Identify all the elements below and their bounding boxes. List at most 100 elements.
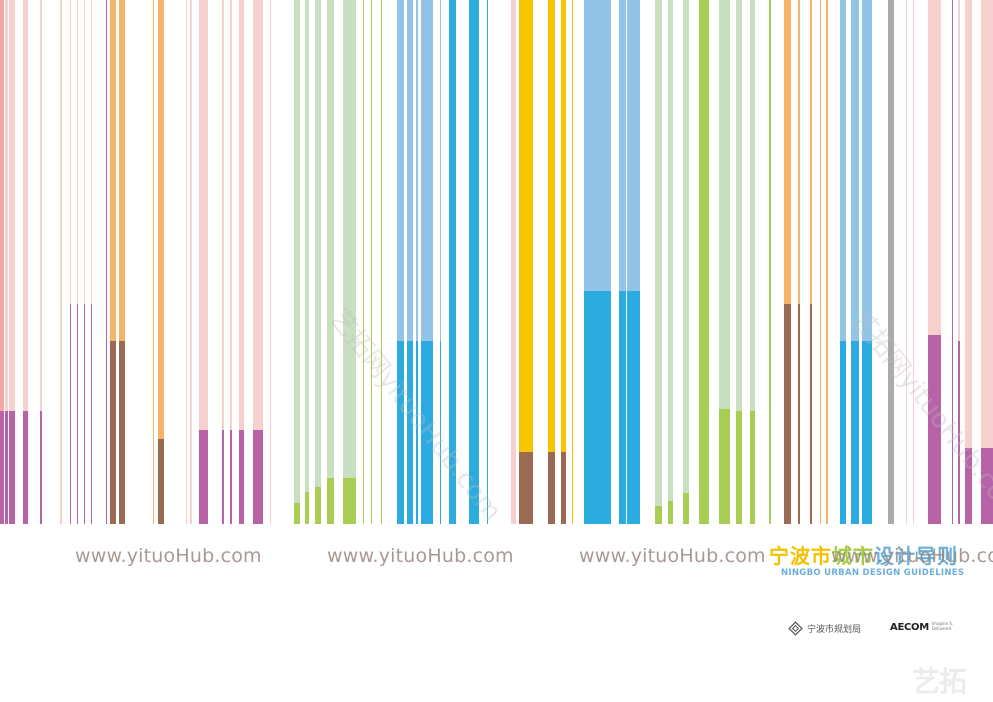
stripe-segment (826, 0, 828, 524)
bureau-name: 宁波市规划局 (807, 625, 862, 635)
stripe-segment (199, 0, 208, 430)
stripe-segment (469, 0, 479, 524)
stripe-segment (270, 0, 271, 524)
stripe-segment (561, 0, 566, 452)
stripe-segment (315, 487, 321, 524)
stripe-segment (965, 0, 972, 448)
stripe-segment (784, 0, 791, 304)
stripe-segment (294, 503, 300, 524)
stripe-segment (965, 448, 972, 524)
title-char: 波 (790, 544, 811, 568)
stripe-segment (158, 439, 164, 524)
title-char: 市 (811, 544, 832, 568)
stripe-segment (888, 0, 894, 524)
stripe-segment (253, 0, 263, 430)
stripe-segment (928, 335, 941, 524)
stripe-segment (981, 448, 993, 524)
stripe-segment (851, 0, 859, 341)
title-char: 宁 (769, 544, 790, 568)
stripe-segment (119, 0, 125, 341)
stripe-segment (699, 0, 709, 524)
stripe-segment (519, 452, 533, 524)
stripe-segment (23, 411, 28, 524)
stripe-segment (9, 411, 15, 524)
stripe-segment (449, 0, 456, 524)
stripe-segment (305, 492, 309, 524)
stripe-segment (397, 341, 404, 524)
title-char: 计 (895, 544, 916, 568)
stripe-segment (230, 0, 232, 430)
stripe-segment (655, 0, 662, 506)
stripe-segment (928, 0, 941, 335)
stripe-segment (798, 304, 800, 524)
stripe-segment (584, 0, 611, 291)
bureau-emblem-icon (788, 621, 803, 636)
stripe-segment (253, 430, 263, 524)
aecom-wordmark: AECOM (890, 622, 929, 633)
stripe-segment (222, 430, 224, 524)
stripe-segment (40, 0, 42, 411)
stripe-segment (239, 0, 244, 430)
stripe-segment (981, 0, 993, 448)
stripe-segment (363, 0, 364, 524)
stripe-segment (862, 341, 872, 524)
stripe-segment (110, 341, 116, 524)
stripe-segment (416, 341, 418, 524)
stripe-segment (619, 291, 626, 524)
stripe-segment (820, 0, 821, 524)
stripe-segment (40, 411, 42, 524)
stripe-segment (327, 478, 334, 524)
title-char: 城 (832, 544, 853, 568)
stripe-segment (619, 0, 626, 291)
stripe-segment (84, 0, 85, 304)
stripe-segment (158, 0, 164, 439)
stripe-segment (840, 0, 846, 341)
stripe-segment (294, 0, 300, 503)
stripe-segment (511, 0, 516, 524)
stripe-segment (9, 0, 15, 411)
stripe-segment (862, 0, 872, 341)
stripe-segment (70, 304, 71, 524)
stripe-segment (23, 0, 28, 411)
stripe-segment (487, 0, 488, 524)
stripe-segment (851, 341, 859, 524)
stripe-segment (305, 0, 309, 492)
stripe-segment (958, 341, 960, 524)
stripe-segment (397, 0, 404, 341)
aecom-logo: AECOM Imagine it. Delivered. (890, 621, 956, 633)
stripe-segment (906, 0, 907, 524)
stripe-segment (327, 0, 334, 478)
stripe-segment (421, 0, 433, 341)
stripe-segment (952, 0, 953, 524)
stripe-segment (106, 0, 107, 524)
stripe-segment (769, 0, 771, 524)
stripe-segment (548, 0, 555, 452)
stripe-segment (119, 341, 125, 524)
stripe-segment (222, 0, 224, 430)
stripe-segment (0, 411, 4, 524)
stripe-segment (91, 304, 92, 524)
stripe-segment (561, 452, 566, 524)
stripe-segment (371, 0, 372, 524)
stripe-segment (736, 0, 742, 411)
stripe-segment (736, 411, 742, 524)
stripe-segment (91, 0, 92, 304)
stripe-segment (230, 430, 232, 524)
stripe-segment (655, 506, 662, 524)
stripe-segment (110, 0, 116, 341)
title-char: 导 (916, 544, 937, 568)
stripe-segment (60, 0, 62, 524)
stripe-segment (683, 493, 689, 524)
stripe-segment (840, 341, 846, 524)
stripe-segment (186, 0, 187, 524)
stripe-segment (913, 0, 914, 524)
stripe-segment (668, 501, 673, 524)
title-char: 设 (874, 544, 895, 568)
stripe-segment (584, 291, 611, 524)
stripe-segment (5, 0, 8, 411)
watermark-text: www.yituoHub.com (579, 545, 766, 567)
stripe-segment (77, 0, 78, 304)
document-title-cn: 宁波市城市设计导则 (769, 540, 958, 569)
stripe-segment (343, 0, 356, 478)
stripe-segment (84, 304, 85, 524)
